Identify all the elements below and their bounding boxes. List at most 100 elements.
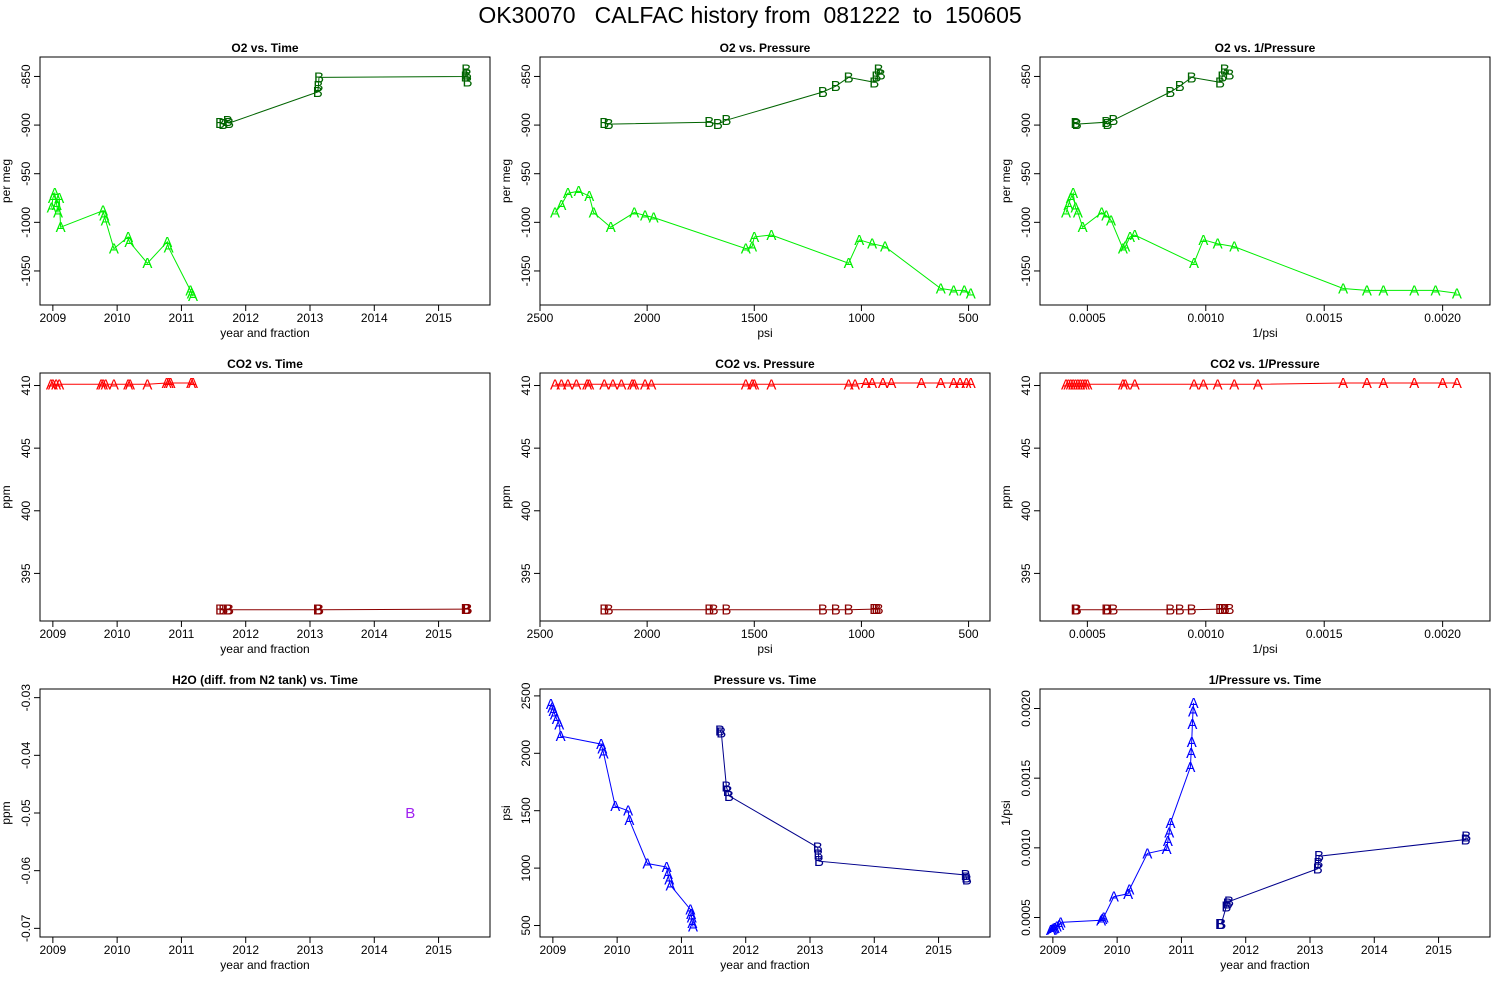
data-point: A: [1123, 886, 1133, 903]
data-point: A: [665, 877, 675, 894]
data-point: B: [224, 602, 234, 619]
x-tick-label: 2010: [1104, 943, 1131, 957]
data-point: A: [109, 376, 119, 393]
data-point: A: [123, 376, 133, 393]
data-point: A: [50, 185, 60, 202]
data-point: A: [165, 375, 175, 392]
data-point: A: [109, 241, 119, 258]
x-tick-label: 2012: [232, 627, 259, 641]
data-point: A: [597, 741, 607, 758]
data-point: B: [1217, 601, 1227, 618]
y-tick-label: 400: [519, 500, 533, 520]
data-point: B: [461, 68, 471, 85]
data-point: B: [813, 839, 823, 856]
data-point: A: [599, 376, 609, 393]
x-tick-label: 1500: [741, 311, 768, 325]
data-point: A: [1125, 229, 1135, 246]
data-point: A: [861, 375, 871, 392]
y-tick-label: 2000: [519, 740, 533, 767]
y-tick-label: 395: [519, 563, 533, 583]
data-point: A: [1048, 921, 1058, 938]
y-tick-label: -900: [519, 113, 533, 137]
y-tick-label: -900: [19, 113, 33, 137]
data-point: B: [1215, 601, 1225, 618]
data-point: A: [556, 376, 566, 393]
data-point: A: [98, 203, 108, 220]
data-point: A: [1097, 205, 1107, 222]
data-point: B: [869, 74, 879, 91]
page-title: OK30070 CALFAC history from 081222 to 15…: [478, 2, 1022, 28]
data-point: A: [1096, 912, 1106, 929]
x-tick-label: 2014: [861, 943, 888, 957]
x-tick-label: 0.0015: [1306, 627, 1343, 641]
data-point: B: [721, 779, 731, 796]
y-axis-label: 1/psi: [999, 800, 1013, 825]
data-point: A: [1080, 376, 1090, 393]
data-point: B: [313, 602, 323, 619]
x-tick-label: 2015: [425, 627, 452, 641]
data-point: B: [724, 788, 734, 805]
series-line: [1075, 68, 1230, 125]
data-point: A: [1438, 375, 1448, 392]
chart-h2o-time: H2O (diff. from N2 tank) vs. Time year an…: [0, 673, 491, 972]
x-tick-label: 2000: [634, 627, 661, 641]
data-point: B: [1108, 112, 1118, 129]
data-point: A: [616, 376, 626, 393]
plot-frame: [539, 372, 991, 622]
data-point: B: [218, 602, 228, 619]
data-point: A: [550, 706, 560, 723]
data-point: A: [688, 919, 698, 936]
y-tick-label: -0.05: [19, 799, 33, 827]
data-point: B: [961, 869, 971, 886]
data-point: A: [1109, 889, 1119, 906]
data-point: A: [1063, 376, 1073, 393]
data-point: A: [949, 282, 959, 299]
data-point: B: [224, 115, 234, 132]
data-point: A: [1099, 909, 1109, 926]
plot-frame: [39, 56, 491, 306]
chart-o2-inv-pressure: O2 vs. 1/Pressure 1/psi per meg 0.0005 0.001…: [999, 41, 1491, 340]
y-tick-label: 405: [19, 438, 33, 458]
y-tick-label: -0.07: [19, 914, 33, 942]
x-tick-label: 0.0015: [1306, 311, 1343, 325]
data-point: A: [54, 190, 64, 207]
data-point: A: [1075, 376, 1085, 393]
data-point: A: [850, 376, 860, 393]
y-axis-label: ppm: [999, 485, 1013, 508]
data-point: A: [1078, 376, 1088, 393]
x-tick-label: 1500: [741, 627, 768, 641]
data-point: B: [1314, 848, 1324, 865]
data-point: A: [649, 209, 659, 226]
data-point: A: [574, 183, 584, 200]
data-point: B: [1165, 602, 1175, 619]
chart-co2-pressure: CO2 vs. Pressure psi ppm 2500 2000 1500 1000 50…: [499, 357, 991, 656]
data-point: A: [556, 197, 566, 214]
data-point: A: [1164, 825, 1174, 842]
data-point: A: [1188, 703, 1198, 720]
data-point: B: [314, 69, 324, 86]
data-point: A: [186, 375, 196, 392]
x-tick-label: 2013: [297, 943, 324, 957]
x-tick-label: 2013: [297, 627, 324, 641]
data-point: A: [1063, 197, 1073, 214]
data-point: B: [1224, 67, 1234, 84]
chart-title: CO2 vs. Time: [227, 357, 303, 371]
x-tick-label: 2013: [297, 311, 324, 325]
data-point: A: [596, 736, 606, 753]
data-point: A: [125, 376, 135, 393]
data-point: A: [1213, 376, 1223, 393]
data-point: A: [599, 745, 609, 762]
x-tick-label: 2011: [1169, 943, 1195, 957]
data-point: A: [546, 696, 556, 713]
x-tick-label: 0.0010: [1187, 311, 1224, 325]
data-point: A: [1198, 376, 1208, 393]
plot-frame: [1039, 56, 1491, 306]
data-point: A: [664, 872, 674, 889]
data-point: A: [878, 375, 888, 392]
data-point: A: [547, 699, 557, 716]
data-point: A: [629, 205, 639, 222]
data-point: A: [663, 866, 673, 883]
data-point: A: [642, 856, 652, 873]
